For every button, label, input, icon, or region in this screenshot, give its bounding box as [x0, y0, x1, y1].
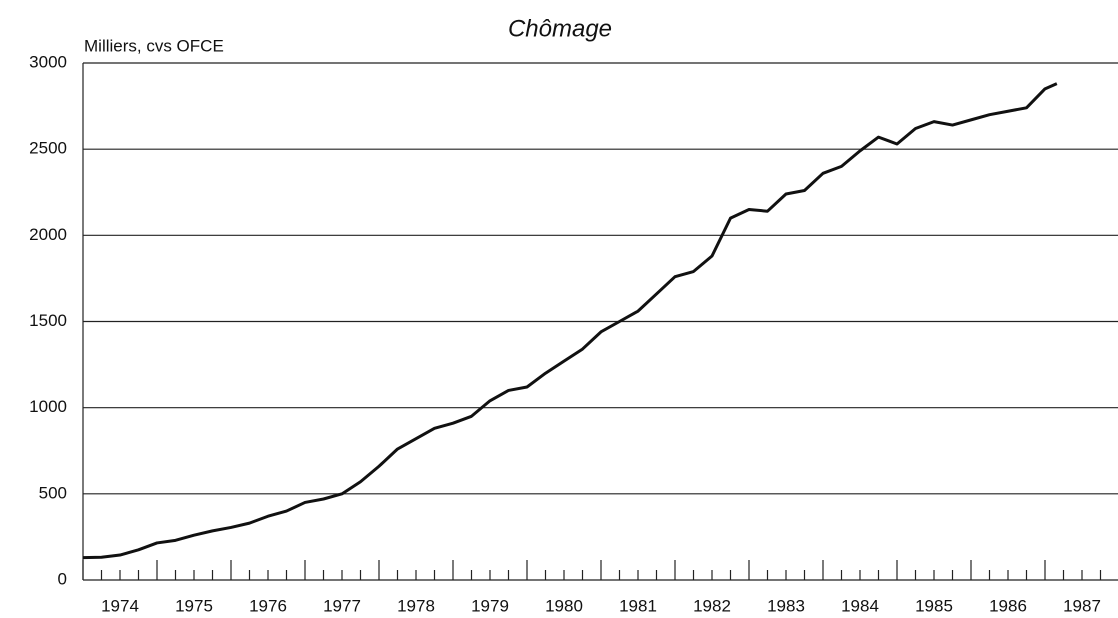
x-tick-label: 1976	[249, 596, 287, 615]
x-tick-label: 1975	[175, 596, 213, 615]
x-tick-label: 1978	[397, 596, 435, 615]
y-tick-label: 500	[39, 483, 67, 502]
x-tick-label: 1986	[989, 596, 1027, 615]
y-tick-label: 2000	[29, 225, 67, 244]
x-tick-label: 1983	[767, 596, 805, 615]
y-tick-label: 3000	[29, 52, 67, 71]
x-tick-label: 1985	[915, 596, 953, 615]
x-tick-label: 1974	[101, 596, 139, 615]
x-tick-label: 1981	[619, 596, 657, 615]
y-tick-label: 0	[58, 569, 67, 588]
y-tick-label: 2500	[29, 139, 67, 158]
y-axis-label: Milliers, cvs OFCE	[84, 36, 224, 55]
x-tick-label: 1984	[841, 596, 879, 615]
chart-title: Chômage	[508, 15, 612, 42]
y-tick-label: 1000	[29, 397, 67, 416]
x-tick-label: 1980	[545, 596, 583, 615]
y-tick-label: 1500	[29, 311, 67, 330]
data-line	[82, 82, 1058, 560]
x-tick-label: 1987	[1063, 596, 1101, 615]
x-tick-label: 1977	[323, 596, 361, 615]
x-tick-label: 1982	[693, 596, 731, 615]
x-tick-label: 1979	[471, 596, 509, 615]
